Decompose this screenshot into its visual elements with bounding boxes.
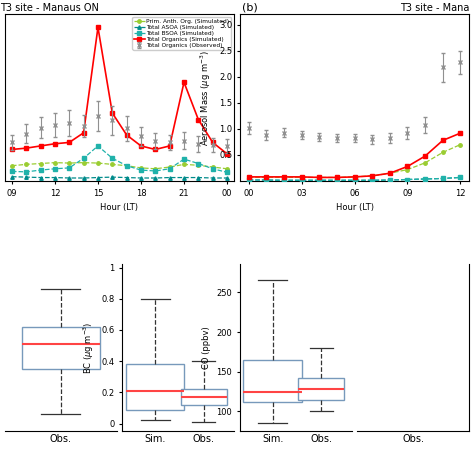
Prim. Anth. Org. (Simulated) — [153, 166, 158, 172]
Line: Prim. Anth. Org. (Simulated): Prim. Anth. Org. (Simulated) — [10, 161, 229, 171]
Line: Total BSOA (Simulated): Total BSOA (Simulated) — [10, 144, 229, 174]
PathPatch shape — [21, 327, 100, 369]
Text: T3 site - Mana: T3 site - Mana — [400, 3, 469, 13]
PathPatch shape — [181, 389, 227, 405]
Total Organics (Simulated) — [23, 146, 29, 151]
Text: T3 site - Manaus ON: T3 site - Manaus ON — [0, 3, 99, 13]
Total Organics (Simulated) — [224, 151, 230, 157]
Prim. Anth. Org. (Simulated) — [52, 160, 58, 165]
Total BSOA (Simulated) — [138, 167, 144, 173]
Total Organics (Simulated) — [153, 146, 158, 152]
Total ASOA (Simulated) — [138, 175, 144, 181]
Total Organics (Simulated) — [124, 132, 129, 138]
Y-axis label: Aerosol Mass ($\mu$g m$^{-3}$): Aerosol Mass ($\mu$g m$^{-3}$) — [199, 50, 213, 146]
Total Organics (Simulated) — [52, 141, 58, 146]
Total BSOA (Simulated) — [95, 143, 101, 149]
Total ASOA (Simulated) — [181, 175, 187, 181]
Y-axis label: CO (ppbv): CO (ppbv) — [202, 327, 211, 369]
Total Organics (Simulated) — [181, 80, 187, 85]
Total Organics (Simulated) — [38, 143, 44, 149]
Line: Total ASOA (Simulated): Total ASOA (Simulated) — [10, 175, 229, 180]
Prim. Anth. Org. (Simulated) — [195, 163, 201, 168]
PathPatch shape — [126, 365, 184, 410]
Prim. Anth. Org. (Simulated) — [109, 162, 115, 167]
Prim. Anth. Org. (Simulated) — [181, 162, 187, 167]
X-axis label: Hour (LT): Hour (LT) — [336, 203, 374, 212]
Total BSOA (Simulated) — [66, 165, 72, 171]
Total BSOA (Simulated) — [81, 155, 86, 161]
Total ASOA (Simulated) — [52, 175, 58, 181]
Total BSOA (Simulated) — [195, 161, 201, 166]
Text: (b): (b) — [242, 2, 258, 12]
Total BSOA (Simulated) — [52, 166, 58, 172]
Total ASOA (Simulated) — [195, 175, 201, 181]
Total Organics (Simulated) — [81, 130, 86, 136]
Total ASOA (Simulated) — [38, 175, 44, 181]
Total ASOA (Simulated) — [210, 175, 216, 181]
Total Organics (Simulated) — [9, 146, 15, 152]
Total Organics (Simulated) — [109, 110, 115, 116]
Total ASOA (Simulated) — [224, 175, 230, 181]
Total ASOA (Simulated) — [109, 174, 115, 180]
Total BSOA (Simulated) — [181, 156, 187, 162]
Total BSOA (Simulated) — [23, 169, 29, 175]
Prim. Anth. Org. (Simulated) — [138, 165, 144, 171]
Prim. Anth. Org. (Simulated) — [9, 163, 15, 169]
PathPatch shape — [244, 360, 302, 402]
Total Organics (Simulated) — [95, 25, 101, 30]
Prim. Anth. Org. (Simulated) — [167, 164, 173, 170]
Prim. Anth. Org. (Simulated) — [81, 160, 86, 165]
Total ASOA (Simulated) — [81, 175, 86, 181]
Y-axis label: BC ($\mu$g m$^{-3}$): BC ($\mu$g m$^{-3}$) — [82, 322, 96, 374]
Legend: Prim. Anth. Org. (Simulated), Total ASOA (Simulated), Total BSOA (Simulated), To: Prim. Anth. Org. (Simulated), Total ASOA… — [132, 17, 231, 50]
Prim. Anth. Org. (Simulated) — [124, 163, 129, 169]
Total BSOA (Simulated) — [210, 166, 216, 172]
Total Organics (Simulated) — [167, 143, 173, 149]
X-axis label: Hour (LT): Hour (LT) — [100, 203, 138, 212]
Prim. Anth. Org. (Simulated) — [224, 166, 230, 172]
Prim. Anth. Org. (Simulated) — [66, 160, 72, 166]
Prim. Anth. Org. (Simulated) — [95, 160, 101, 166]
Total ASOA (Simulated) — [153, 175, 158, 181]
Total Organics (Simulated) — [66, 139, 72, 145]
Total BSOA (Simulated) — [167, 166, 173, 172]
Total BSOA (Simulated) — [109, 155, 115, 161]
Total ASOA (Simulated) — [167, 175, 173, 181]
Line: Total Organics (Simulated): Total Organics (Simulated) — [10, 25, 229, 156]
Prim. Anth. Org. (Simulated) — [210, 164, 216, 170]
PathPatch shape — [298, 378, 345, 400]
Total BSOA (Simulated) — [38, 167, 44, 173]
Total ASOA (Simulated) — [95, 175, 101, 181]
Total Organics (Simulated) — [195, 117, 201, 122]
Prim. Anth. Org. (Simulated) — [38, 161, 44, 166]
Total ASOA (Simulated) — [23, 174, 29, 180]
Total ASOA (Simulated) — [124, 175, 129, 181]
Total Organics (Simulated) — [210, 139, 216, 145]
Total BSOA (Simulated) — [124, 163, 129, 169]
Total ASOA (Simulated) — [66, 175, 72, 181]
Total BSOA (Simulated) — [153, 168, 158, 174]
Total ASOA (Simulated) — [9, 174, 15, 180]
Prim. Anth. Org. (Simulated) — [23, 162, 29, 167]
Total BSOA (Simulated) — [224, 169, 230, 175]
Total BSOA (Simulated) — [9, 169, 15, 174]
Total Organics (Simulated) — [138, 143, 144, 149]
